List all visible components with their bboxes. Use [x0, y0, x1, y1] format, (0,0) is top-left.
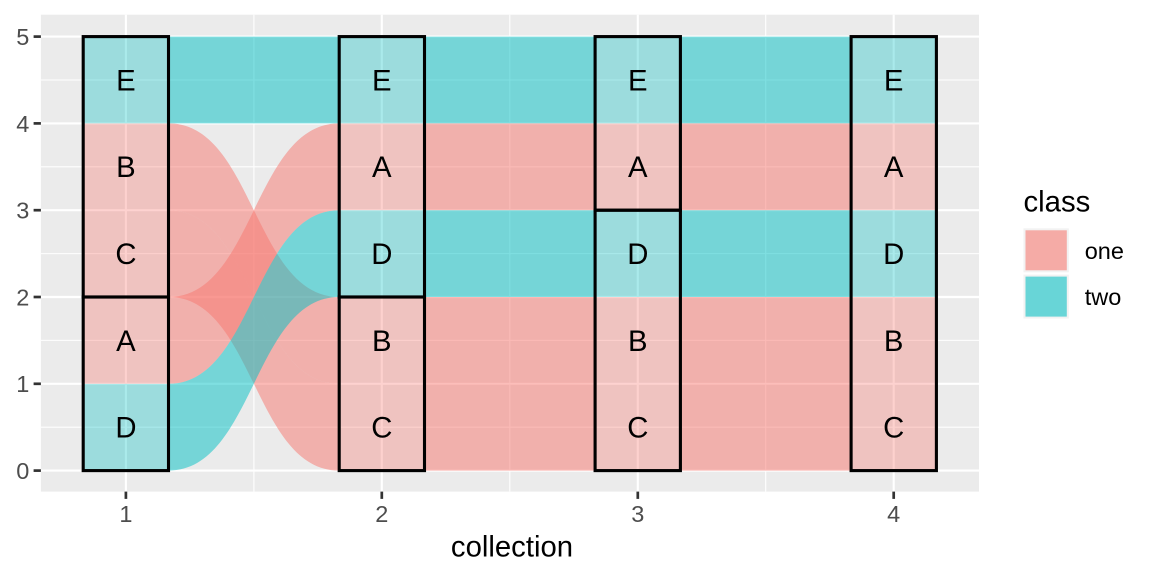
svg-text:C: C [883, 412, 904, 445]
svg-text:2: 2 [375, 501, 388, 527]
svg-text:E: E [884, 64, 904, 97]
svg-text:D: D [371, 238, 392, 271]
svg-text:B: B [116, 151, 136, 184]
svg-text:E: E [628, 64, 648, 97]
svg-text:A: A [884, 151, 904, 184]
svg-text:A: A [116, 325, 136, 358]
svg-text:B: B [628, 325, 648, 358]
svg-text:A: A [372, 151, 392, 184]
svg-text:D: D [627, 238, 648, 271]
svg-text:1: 1 [119, 501, 132, 527]
svg-text:5: 5 [16, 24, 29, 50]
svg-text:A: A [628, 151, 648, 184]
svg-text:one: one [1085, 238, 1124, 264]
svg-text:4: 4 [16, 111, 29, 137]
svg-text:1: 1 [16, 371, 29, 397]
svg-text:C: C [371, 412, 392, 445]
svg-text:E: E [372, 64, 392, 97]
svg-text:C: C [115, 238, 136, 271]
svg-text:class: class [1024, 185, 1091, 218]
svg-text:B: B [372, 325, 392, 358]
svg-text:3: 3 [631, 501, 644, 527]
svg-text:C: C [627, 412, 648, 445]
svg-text:2: 2 [16, 284, 29, 310]
svg-text:E: E [116, 64, 136, 97]
svg-text:collection: collection [451, 531, 573, 564]
svg-text:two: two [1085, 284, 1122, 310]
svg-text:0: 0 [16, 458, 29, 484]
svg-text:4: 4 [887, 501, 900, 527]
svg-text:3: 3 [16, 198, 29, 224]
svg-text:D: D [115, 412, 136, 445]
svg-text:D: D [883, 238, 904, 271]
svg-text:B: B [884, 325, 904, 358]
